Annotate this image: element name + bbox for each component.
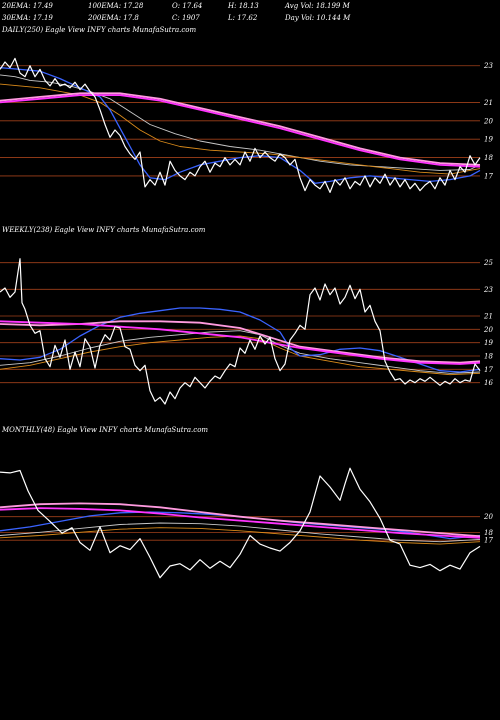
weekly-series-ema-orange-line <box>0 335 481 376</box>
weekly-series-price-line <box>0 258 481 405</box>
close-value: C: 1907 <box>172 14 200 22</box>
weekly-panel-title: WEEKLY(238) Eagle View INFY charts Munaf… <box>2 226 206 234</box>
ema20-value: 20EMA: 17.49 <box>2 2 53 10</box>
daily-tick-label: 20 <box>483 117 493 125</box>
daily-series-ema-gray-line <box>0 74 481 171</box>
monthly-series-ema-magenta-line <box>0 507 481 539</box>
weekly-tick-label: 16 <box>484 379 493 387</box>
daily-panel: 23 21 20 19 18 17 <box>0 57 493 193</box>
daily-series-ema-magenta-line <box>0 94 481 168</box>
monthly-series-ema-orange-line <box>0 527 481 545</box>
daily-series-ema-orange-line <box>0 83 481 175</box>
weekly-tick-label: 18 <box>484 353 493 361</box>
daily-tick-label: 21 <box>483 99 493 107</box>
avg-volume-value: Avg Vol: 18.199 M <box>285 2 350 10</box>
daily-tick-label: 18 <box>484 154 493 162</box>
monthly-tick-label: 18 <box>484 529 493 537</box>
weekly-tick-label: 19 <box>484 339 493 347</box>
weekly-panel: 25 23 21 20 19 18 17 16 <box>0 258 493 405</box>
weekly-series-ema-gray-line <box>0 330 481 374</box>
daily-panel-title: DAILY(250) Eagle View INFY charts Munafa… <box>2 26 197 34</box>
weekly-tick-label: 20 <box>483 326 493 334</box>
weekly-series-ema-magenta-line <box>0 320 481 365</box>
weekly-tick-label: 25 <box>483 259 493 267</box>
high-value: H: 18.13 <box>228 2 259 10</box>
monthly-series-ema-gray-line <box>0 522 481 543</box>
daily-tick-label: 17 <box>484 172 493 180</box>
ema100-value: 100EMA: 17.28 <box>88 2 144 10</box>
ema200-value: 200EMA: 17.8 <box>88 14 139 22</box>
day-volume-value: Day Vol: 10.144 M <box>285 14 351 22</box>
weekly-tick-label: 21 <box>483 313 493 321</box>
daily-series-ema-pink-line <box>0 92 481 166</box>
daily-series-price-line <box>0 57 481 193</box>
low-value: L: 17.62 <box>228 14 258 22</box>
weekly-series-ema-blue-line <box>0 307 481 373</box>
monthly-tick-label: 20 <box>483 513 493 521</box>
daily-tick-label: 23 <box>483 62 493 70</box>
monthly-tick-label: 17 <box>484 537 493 545</box>
daily-tick-label: 19 <box>484 136 493 144</box>
monthly-series-ema-pink-line <box>0 502 481 538</box>
weekly-tick-label: 17 <box>484 366 493 374</box>
monthly-series-price-line <box>0 467 481 579</box>
weekly-tick-label: 23 <box>483 286 493 294</box>
ema30-value: 30EMA: 17.19 <box>2 14 53 22</box>
monthly-panel-title: MONTHLY(48) Eagle View INFY charts Munaf… <box>2 426 209 434</box>
open-value: O: 17.64 <box>172 2 203 10</box>
